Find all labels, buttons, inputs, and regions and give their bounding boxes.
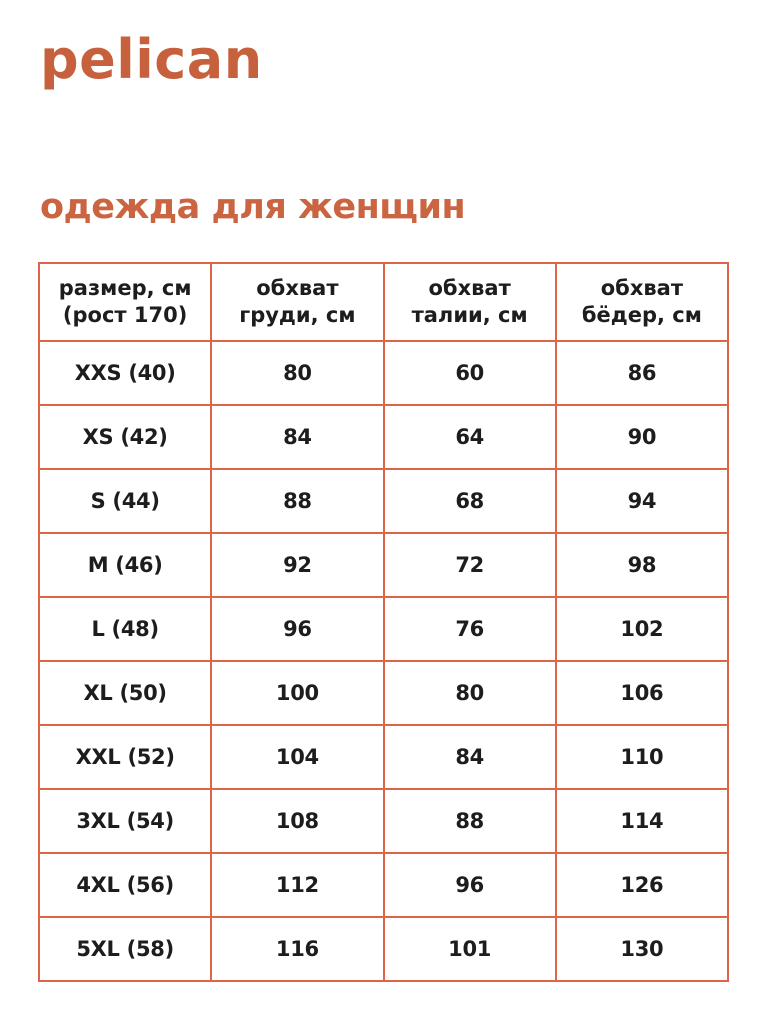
column-header-chest: обхват груди, см [210,262,385,342]
size-cell: 5XL (58) [37,916,213,982]
table-row: 3XL (54) 108 88 114 [37,788,730,854]
hips-cell: 110 [554,724,730,790]
hips-cell: 86 [554,340,730,406]
hips-cell: 114 [554,788,730,854]
size-cell: XXL (52) [37,724,213,790]
waist-cell: 64 [382,404,557,470]
page-title: одежда для женщин [40,187,466,227]
chest-cell: 92 [210,532,385,598]
chest-cell: 112 [210,852,385,918]
chest-cell: 88 [210,468,385,534]
table-row: S (44) 88 68 94 [37,468,730,534]
waist-cell: 68 [382,468,557,534]
waist-cell: 80 [382,660,557,726]
size-cell: L (48) [37,596,213,662]
size-cell: XS (42) [37,404,213,470]
hips-cell: 90 [554,404,730,470]
hips-cell: 130 [554,916,730,982]
chest-cell: 100 [210,660,385,726]
waist-cell: 96 [382,852,557,918]
table-row: XL (50) 100 80 106 [37,660,730,726]
size-table-head: размер, см (рост 170) обхват груди, см о… [37,262,730,342]
chest-cell: 80 [210,340,385,406]
size-table: размер, см (рост 170) обхват груди, см о… [37,262,730,982]
table-row: 5XL (58) 116 101 130 [37,916,730,982]
table-row: XXL (52) 104 84 110 [37,724,730,790]
table-row: XS (42) 84 64 90 [37,404,730,470]
hips-cell: 94 [554,468,730,534]
size-table-header-row: размер, см (рост 170) обхват груди, см о… [37,262,730,342]
size-table-body: XXS (40) 80 60 86 XS (42) 84 64 90 S (44… [37,340,730,982]
size-cell: 4XL (56) [37,852,213,918]
waist-cell: 60 [382,340,557,406]
size-cell: XL (50) [37,660,213,726]
column-header-hips: обхват бёдер, см [554,262,730,342]
chest-cell: 96 [210,596,385,662]
chest-cell: 116 [210,916,385,982]
size-cell: XXS (40) [37,340,213,406]
hips-cell: 126 [554,852,730,918]
chest-cell: 108 [210,788,385,854]
waist-cell: 76 [382,596,557,662]
waist-cell: 84 [382,724,557,790]
hips-cell: 98 [554,532,730,598]
waist-cell: 101 [382,916,557,982]
table-row: XXS (40) 80 60 86 [37,340,730,406]
chest-cell: 84 [210,404,385,470]
brand-logo: pelican [40,28,263,91]
size-cell: S (44) [37,468,213,534]
waist-cell: 72 [382,532,557,598]
waist-cell: 88 [382,788,557,854]
table-row: L (48) 96 76 102 [37,596,730,662]
table-row: M (46) 92 72 98 [37,532,730,598]
table-row: 4XL (56) 112 96 126 [37,852,730,918]
size-cell: 3XL (54) [37,788,213,854]
hips-cell: 106 [554,660,730,726]
size-cell: M (46) [37,532,213,598]
column-header-waist: обхват талии, см [382,262,557,342]
hips-cell: 102 [554,596,730,662]
chest-cell: 104 [210,724,385,790]
column-header-size: размер, см (рост 170) [37,262,213,342]
